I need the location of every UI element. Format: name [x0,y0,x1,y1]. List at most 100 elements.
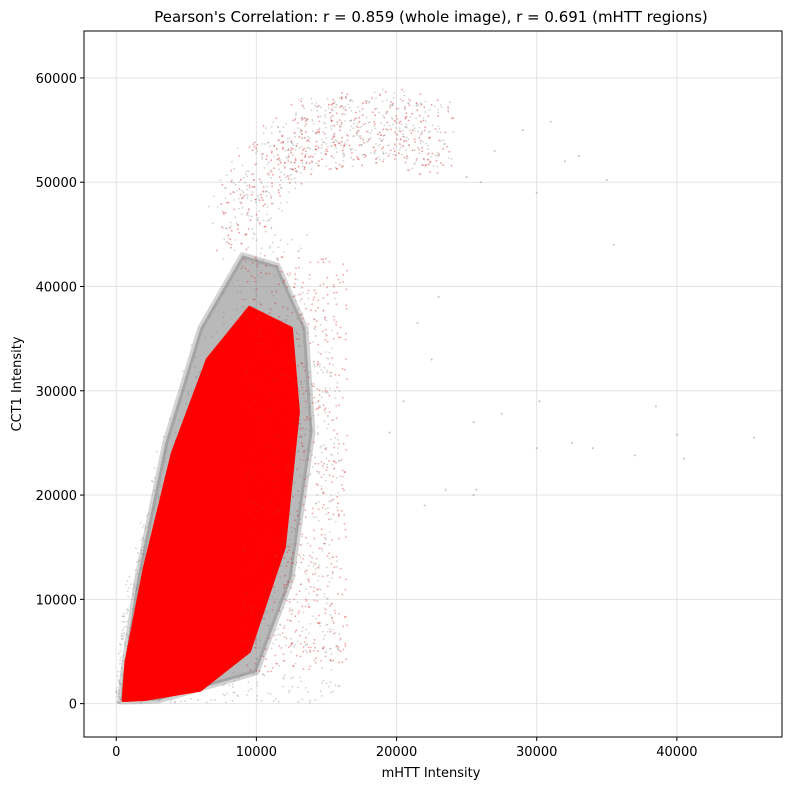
gray-point [248,209,250,212]
gray-point [337,447,339,450]
gray-point [271,132,273,135]
red-point [317,115,320,118]
gray-point [223,322,225,325]
red-point [275,148,278,151]
red-point [284,365,287,367]
x-tick-label: 40000 [656,745,697,760]
gray-point [344,95,347,98]
gray-point [303,433,306,436]
red-point [358,144,361,147]
red-point [247,208,250,210]
red-point [295,427,298,430]
gray-point [398,149,401,151]
red-point [321,506,324,509]
red-point [246,313,248,316]
gray-point [403,105,406,108]
red-point [345,536,347,538]
gray-point [293,481,296,484]
red-point [291,643,293,645]
gray-point [327,574,330,577]
red-point [324,537,326,539]
red-point [421,150,424,153]
y-tick-label: 30000 [36,385,77,400]
red-point [375,158,377,161]
red-point [301,104,304,107]
red-point [332,622,335,624]
red-point [325,334,328,337]
gray-point [273,156,276,158]
red-point [338,576,341,579]
red-point [245,248,248,251]
gray-point [290,173,292,176]
gray-point [277,126,280,129]
gray-point [319,588,322,591]
gray-point [400,146,402,149]
gray-point [325,143,328,145]
gray-point [190,697,193,700]
red-point [253,145,256,148]
gray-point [268,218,270,221]
red-point [275,451,277,454]
red-point [316,130,319,133]
gray-point [337,438,339,441]
gray-point [257,274,260,277]
gray-point [127,595,130,598]
gray-point [320,106,322,109]
gray-point [245,193,248,196]
red-point [316,388,319,390]
red-point [394,158,396,160]
gray-point [293,646,295,648]
red-point [221,226,223,228]
gray-point [375,143,377,145]
gray-point [325,682,328,685]
gray-point [265,230,267,233]
gray-point [245,233,247,236]
red-point [289,645,292,647]
gray-point [360,144,363,147]
red-point [285,443,288,446]
gray-point [187,393,190,395]
red-point [303,117,306,119]
gray-point [291,141,294,144]
gray-point [117,670,120,673]
gray-point [280,187,282,189]
red-point [405,115,408,118]
red-point [259,331,262,334]
gray-point [304,686,307,689]
gray-point [126,610,129,613]
gray-point [158,496,160,498]
red-point [243,640,246,642]
gray-point [330,494,333,497]
red-point [296,510,299,512]
gray-point [119,659,122,661]
gray-point [370,129,373,132]
red-point [341,593,344,596]
x-tick-label: 0 [112,745,120,760]
red-point [343,145,345,147]
red-point [241,399,244,402]
red-point [241,298,244,301]
red-point [283,583,285,586]
red-point [286,175,289,178]
red-point [407,119,410,122]
gray-point [236,224,239,227]
red-point [274,654,277,657]
red-point [251,193,254,196]
gray-point [299,518,302,520]
red-point [254,455,257,458]
red-point [277,388,280,391]
gray-point [287,148,290,151]
gray-point [266,190,268,192]
gray-point [280,186,283,189]
red-point [248,408,251,411]
red-point [314,148,317,151]
gray-point [324,391,327,394]
gray-point [327,507,329,510]
gray-point [437,154,439,157]
red-point [342,281,345,283]
gray-point [340,123,342,126]
gray-point [310,383,313,385]
gray-point [222,316,225,319]
gray-point [305,140,308,143]
gray-point [268,307,270,310]
